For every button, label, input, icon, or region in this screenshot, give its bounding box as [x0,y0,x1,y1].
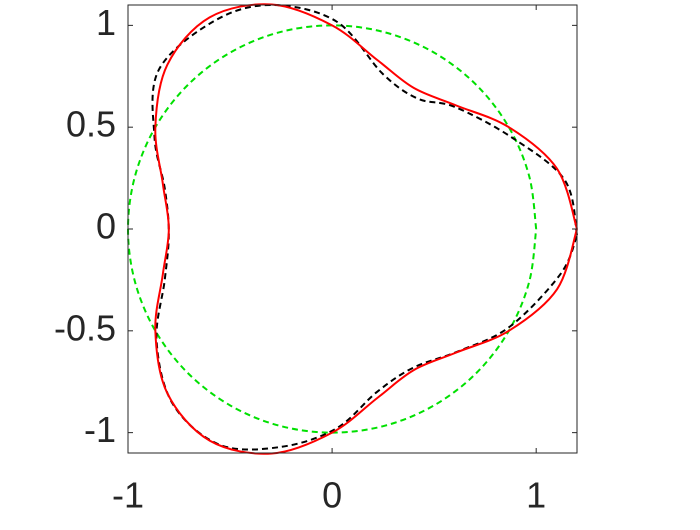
x-tick-label: 1 [526,475,546,516]
y-tick-label: 1 [96,2,116,43]
y-tick-label: 0.5 [66,104,116,145]
y-tick-label: -1 [84,409,116,450]
y-tick-label: -0.5 [54,307,116,348]
plot-area [128,5,577,453]
x-tick-label: 0 [322,475,342,516]
x-tick-label: -1 [112,475,144,516]
y-tick-label: 0 [96,206,116,247]
line [154,3,578,455]
